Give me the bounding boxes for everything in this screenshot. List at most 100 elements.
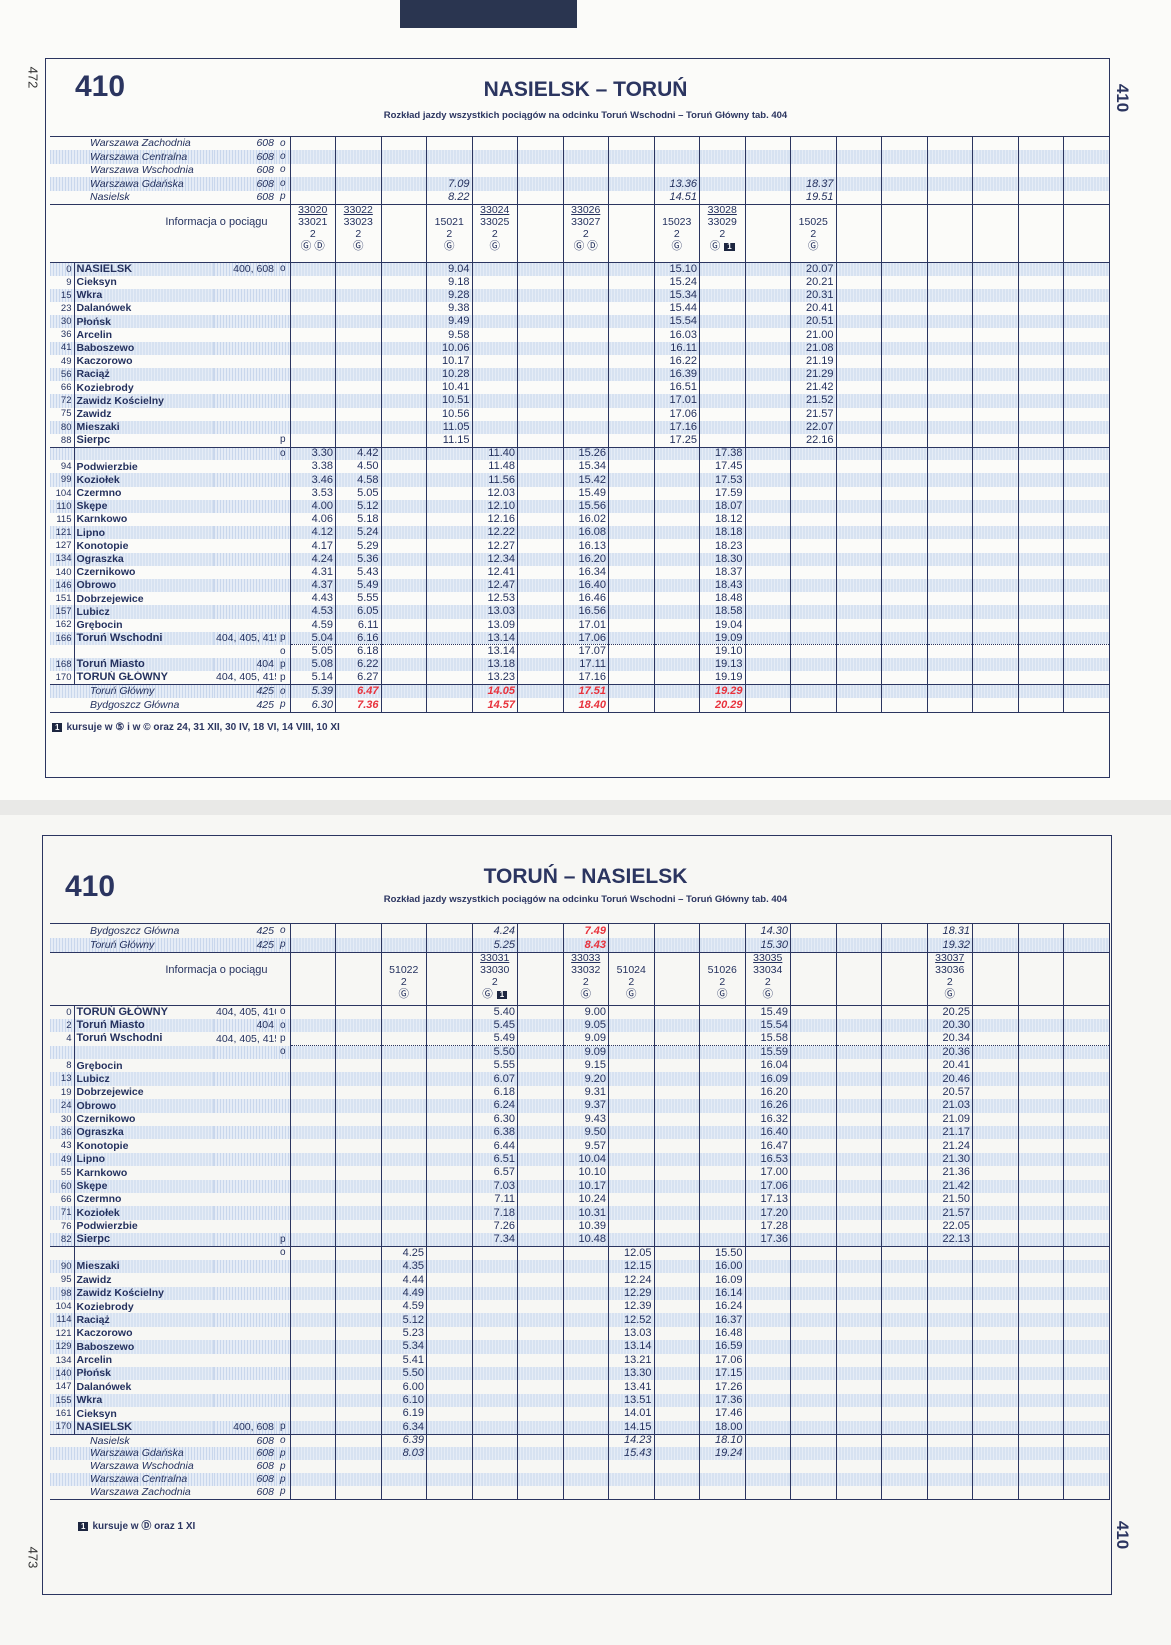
time-cell — [926, 658, 973, 672]
time-cell — [926, 605, 973, 619]
time-cell — [380, 671, 427, 685]
blank — [50, 923, 74, 938]
time-cell — [699, 407, 746, 421]
time-cell — [608, 1099, 655, 1113]
time-cell: 5.36 — [335, 552, 382, 566]
time-cell — [1063, 177, 1110, 191]
station-name: Konotopie — [76, 539, 129, 552]
time-cell: 17.06 — [744, 1179, 791, 1193]
time-cell — [380, 1005, 427, 1019]
arrival-departure-mark — [276, 328, 290, 341]
time-cell: 18.37 — [699, 565, 746, 579]
time-cell: 15.59 — [744, 1045, 791, 1060]
time-cell: 4.50 — [335, 460, 382, 474]
time-cell: 18.48 — [699, 592, 746, 606]
time-cell — [653, 1018, 700, 1033]
connection-row: Warszawa Centralna 608 o — [50, 150, 1110, 164]
time-cell — [790, 1353, 837, 1368]
time-cell — [881, 381, 928, 395]
train-class: 2 — [946, 976, 953, 988]
time-cell — [744, 407, 791, 421]
time-cell — [335, 190, 382, 205]
time-cell — [608, 1233, 655, 1247]
time-cell: 20.31 — [790, 288, 837, 303]
time-cell — [699, 1179, 746, 1193]
time-cell — [972, 1059, 1019, 1073]
footnote: 1 kursuje w ⑤ i w © oraz 24, 31 XII, 30 I… — [52, 722, 340, 733]
time-cell — [653, 473, 700, 487]
time-cell: 18.07 — [699, 499, 746, 514]
time-cell — [289, 433, 336, 448]
time-cell — [517, 605, 564, 619]
time-cell — [972, 473, 1019, 487]
time-cell — [881, 288, 928, 303]
arrival-departure-mark — [276, 1099, 290, 1113]
time-cell — [926, 486, 973, 500]
time-cell — [881, 1393, 928, 1408]
time-cell: 4.17 — [289, 539, 336, 553]
time-cell — [790, 1072, 837, 1086]
time-cell — [881, 1059, 928, 1073]
table-number: 410 — [75, 70, 126, 103]
time-cell — [380, 1112, 427, 1127]
time-cell — [1063, 1139, 1110, 1153]
time-cell — [608, 177, 655, 191]
time-cell — [517, 420, 564, 434]
time-cell — [835, 1233, 882, 1247]
km-value: 13 — [50, 1072, 75, 1086]
time-cell — [608, 407, 655, 421]
time-cell: 11.15 — [426, 433, 473, 448]
time-cell — [335, 328, 382, 342]
time-cell: 5.04 — [289, 631, 336, 645]
station-row: 24 Obrowo 6.24 9.37 16.26 21.03 — [50, 1099, 1110, 1113]
time-cell — [380, 177, 427, 191]
time-cell — [653, 1407, 700, 1421]
time-cell: 14.23 — [608, 1433, 655, 1447]
connection-tables: 404 — [214, 1018, 276, 1033]
train-class: 2 — [628, 976, 635, 988]
time-cell — [1063, 341, 1110, 355]
time-cell — [881, 644, 928, 659]
train-number: 51026 — [707, 964, 737, 976]
time-cell — [744, 1380, 791, 1394]
time-cell — [1017, 1367, 1064, 1381]
page-472: 472 410 NASIELSK – TORUŃ Rozkład jazdy w… — [0, 0, 1171, 800]
time-cell — [881, 1192, 928, 1207]
connection-tables: 404, 405, 415 — [216, 1032, 276, 1045]
connection-tables: 425 — [214, 923, 276, 938]
arrival-departure-mark — [276, 513, 290, 526]
km-value: 134 — [50, 1353, 75, 1368]
time-cell — [835, 565, 882, 579]
time-cell — [653, 513, 700, 527]
time-cell — [744, 136, 791, 151]
time-cell: 12.10 — [471, 499, 518, 514]
time-cell: 19.19 — [699, 671, 746, 685]
time-cell — [380, 275, 427, 289]
time-cell — [517, 1433, 564, 1447]
time-cell — [835, 1179, 882, 1193]
time-cell — [972, 1072, 1019, 1086]
time-cell — [926, 1460, 973, 1473]
time-cell — [972, 1486, 1019, 1500]
bookmark-ribbon — [400, 0, 577, 28]
time-cell: 17.16 — [562, 671, 609, 685]
connection-station-name: Nasielsk — [74, 1433, 214, 1447]
time-cell: 10.51 — [426, 394, 473, 408]
station-row: 66 Czermno 7.11 10.24 17.13 21.50 — [50, 1192, 1110, 1207]
time-cell — [471, 1259, 518, 1274]
arrival-departure-mark — [276, 1300, 290, 1313]
time-cell — [471, 420, 518, 434]
time-cell: 13.23 — [471, 671, 518, 685]
time-cell — [835, 499, 882, 514]
station-name: Sierpc — [74, 1233, 214, 1247]
km-value: 155 — [50, 1393, 75, 1408]
connection-row: Warszawa Wschodnia 608 p — [50, 1460, 1110, 1473]
time-cell — [881, 618, 928, 632]
station-name: Obrowo — [74, 578, 214, 593]
time-cell — [790, 1380, 837, 1394]
time-cell: 17.36 — [744, 1233, 791, 1247]
time-cell — [608, 552, 655, 566]
time-cell — [1063, 1340, 1110, 1354]
time-cell — [471, 136, 518, 151]
arrival-departure-mark — [276, 526, 290, 540]
